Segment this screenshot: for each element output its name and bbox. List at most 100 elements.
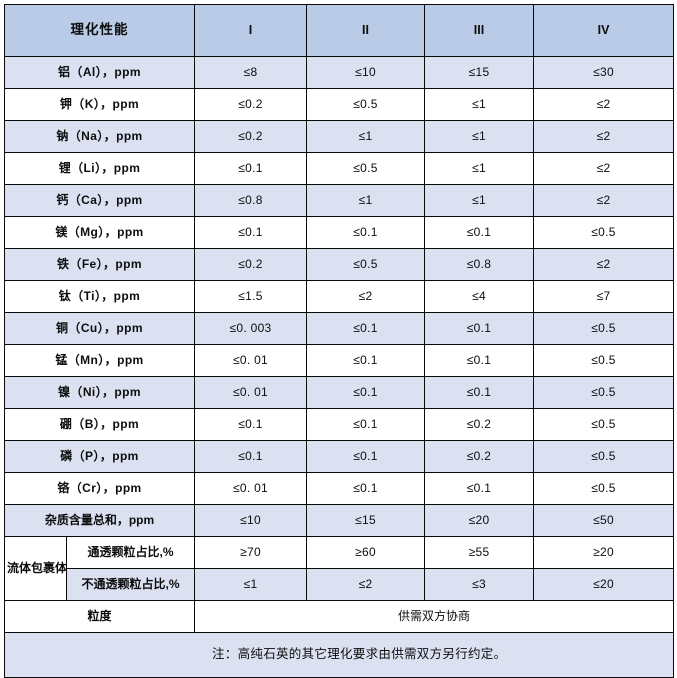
row-property: 镍（Ni），ppm (4, 376, 195, 409)
row-value-3: ≤0.8 (424, 248, 534, 281)
row-property: 钠（Na），ppm (4, 120, 195, 153)
row-property: 磷（P），ppm (4, 440, 195, 473)
row-value-3: ≤0.1 (424, 376, 534, 409)
row-value-1: ≤0.2 (194, 88, 307, 121)
row-value-1: ≤0.2 (194, 120, 307, 153)
fluid-inclusion-row-transparent: 流体包裹体 通透颗粒占比,% ≥70 ≥60 ≥55 ≥20 (4, 536, 674, 601)
table-row: 铬（Cr），ppm ≤0. 01 ≤0.1 ≤0.1 ≤0.5 (4, 472, 674, 505)
row-value-2: ≤0.1 (306, 472, 425, 505)
row-value-3: ≤0.2 (424, 440, 534, 473)
fluid-inclusion-row-opaque: 不通透颗粒占比,% ≤1 ≤2 ≤3 ≤20 (5, 568, 674, 601)
table-row: 锰（Mn），ppm ≤0. 01 ≤0.1 ≤0.1 ≤0.5 (4, 344, 674, 377)
row-value-1: ≤0.1 (194, 440, 307, 473)
row-value-1: ≤0. 003 (194, 312, 307, 345)
row-value-1: ≥70 (194, 536, 307, 569)
row-value-1: ≤0.1 (194, 216, 307, 249)
row-value-2: ≤2 (306, 280, 425, 313)
total-impurity-row: 杂质含量总和，ppm ≤10 ≤15 ≤20 ≤50 (4, 504, 674, 537)
row-value-3: ≤1 (424, 152, 534, 185)
row-value-2: ≤0.1 (306, 408, 425, 441)
row-property: 铬（Cr），ppm (4, 472, 195, 505)
row-value-3: ≤15 (424, 56, 534, 89)
row-property: 铁（Fe），ppm (4, 248, 195, 281)
row-value-3: ≤0.1 (424, 344, 534, 377)
row-value-3: ≤1 (424, 88, 534, 121)
table-note: 注：高纯石英的其它理化要求由供需双方另行约定。 (4, 632, 674, 678)
row-value-2: ≤0.1 (306, 376, 425, 409)
row-value-3: ≤0.1 (424, 472, 534, 505)
row-property: 钛（Ti），ppm (4, 280, 195, 313)
row-property: 粒度 (4, 600, 195, 633)
row-property: 镁（Mg），ppm (4, 216, 195, 249)
row-value-2: ≤0.1 (306, 440, 425, 473)
row-value-4: ≤0.5 (533, 312, 674, 345)
physicochemical-spec-table: 理化性能 I II III IV 铝（Al），ppm ≤8 ≤10 ≤15 ≤3… (4, 4, 674, 678)
row-value-1: ≤0. 01 (194, 472, 307, 505)
row-value-1: ≤8 (194, 56, 307, 89)
row-value-4: ≤2 (533, 152, 674, 185)
row-value-2: ≤0.5 (306, 152, 425, 185)
row-value-2: ≤2 (306, 568, 425, 601)
row-property: 杂质含量总和，ppm (4, 504, 195, 537)
row-value-2: ≤15 (306, 504, 425, 537)
row-property: 锰（Mn），ppm (4, 344, 195, 377)
row-value-2: ≤0.5 (306, 88, 425, 121)
header-grade-3: III (424, 4, 534, 57)
row-value-2: ≤0.1 (306, 216, 425, 249)
row-value-4: ≥20 (533, 536, 674, 569)
row-value-3: ≤0.2 (424, 408, 534, 441)
row-value-4: ≤7 (533, 280, 674, 313)
row-value-2: ≥60 (306, 536, 425, 569)
row-value-4: ≤2 (533, 120, 674, 153)
row-value-4: ≤0.5 (533, 440, 674, 473)
row-value-merged: 供需双方协商 (194, 600, 674, 633)
row-value-3: ≤0.1 (424, 216, 534, 249)
row-value-2: ≤1 (306, 184, 425, 217)
row-value-2: ≤10 (306, 56, 425, 89)
header-grade-2: II (306, 4, 425, 57)
row-value-2: ≤0.1 (306, 344, 425, 377)
table-row: 锂（Li），ppm ≤0.1 ≤0.5 ≤1 ≤2 (4, 152, 674, 185)
row-value-3: ≥55 (424, 536, 534, 569)
row-value-4: ≤2 (533, 184, 674, 217)
row-property: 锂（Li），ppm (4, 152, 195, 185)
header-grade-1: I (194, 4, 307, 57)
table-row: 磷（P），ppm ≤0.1 ≤0.1 ≤0.2 ≤0.5 (4, 440, 674, 473)
table-row: 硼（B），ppm ≤0.1 ≤0.1 ≤0.2 ≤0.5 (4, 408, 674, 441)
table-body: 铝（Al），ppm ≤8 ≤10 ≤15 ≤30 钾（K），ppm ≤0.2 ≤… (4, 56, 674, 678)
row-value-4: ≤30 (533, 56, 674, 89)
table-head: 理化性能 I II III IV (4, 4, 674, 57)
row-value-3: ≤1 (424, 120, 534, 153)
table-row: 钠（Na），ppm ≤0.2 ≤1 ≤1 ≤2 (4, 120, 674, 153)
row-value-4: ≤50 (533, 504, 674, 537)
row-value-1: ≤1 (194, 568, 307, 601)
row-value-3: ≤20 (424, 504, 534, 537)
row-value-4: ≤0.5 (533, 408, 674, 441)
table-row: 钙（Ca），ppm ≤0.8 ≤1 ≤1 ≤2 (4, 184, 674, 217)
row-value-1: ≤10 (194, 504, 307, 537)
row-value-4: ≤0.5 (533, 216, 674, 249)
row-value-3: ≤4 (424, 280, 534, 313)
row-value-1: ≤0. 01 (194, 344, 307, 377)
table-row: 钛（Ti），ppm ≤1.5 ≤2 ≤4 ≤7 (4, 280, 674, 313)
row-value-3: ≤3 (424, 568, 534, 601)
table-row: 镁（Mg），ppm ≤0.1 ≤0.1 ≤0.1 ≤0.5 (4, 216, 674, 249)
row-property: 不通透颗粒占比,% (66, 568, 195, 601)
header-grade-4: IV (533, 4, 674, 57)
row-value-3: ≤0.1 (424, 312, 534, 345)
row-value-4: ≤0.5 (533, 376, 674, 409)
row-property: 硼（B），ppm (4, 408, 195, 441)
table-note-row: 注：高纯石英的其它理化要求由供需双方另行约定。 (4, 632, 674, 678)
row-property: 通透颗粒占比,% (66, 536, 195, 569)
row-value-1: ≤0. 01 (194, 376, 307, 409)
row-value-4: ≤0.5 (533, 344, 674, 377)
row-value-1: ≤0.1 (194, 408, 307, 441)
row-value-4: ≤0.5 (533, 472, 674, 505)
row-value-1: ≤0.8 (194, 184, 307, 217)
row-value-1: ≤0.1 (194, 152, 307, 185)
row-value-2: ≤1 (306, 120, 425, 153)
row-property: 铜（Cu），ppm (4, 312, 195, 345)
row-value-3: ≤1 (424, 184, 534, 217)
row-value-1: ≤1.5 (194, 280, 307, 313)
